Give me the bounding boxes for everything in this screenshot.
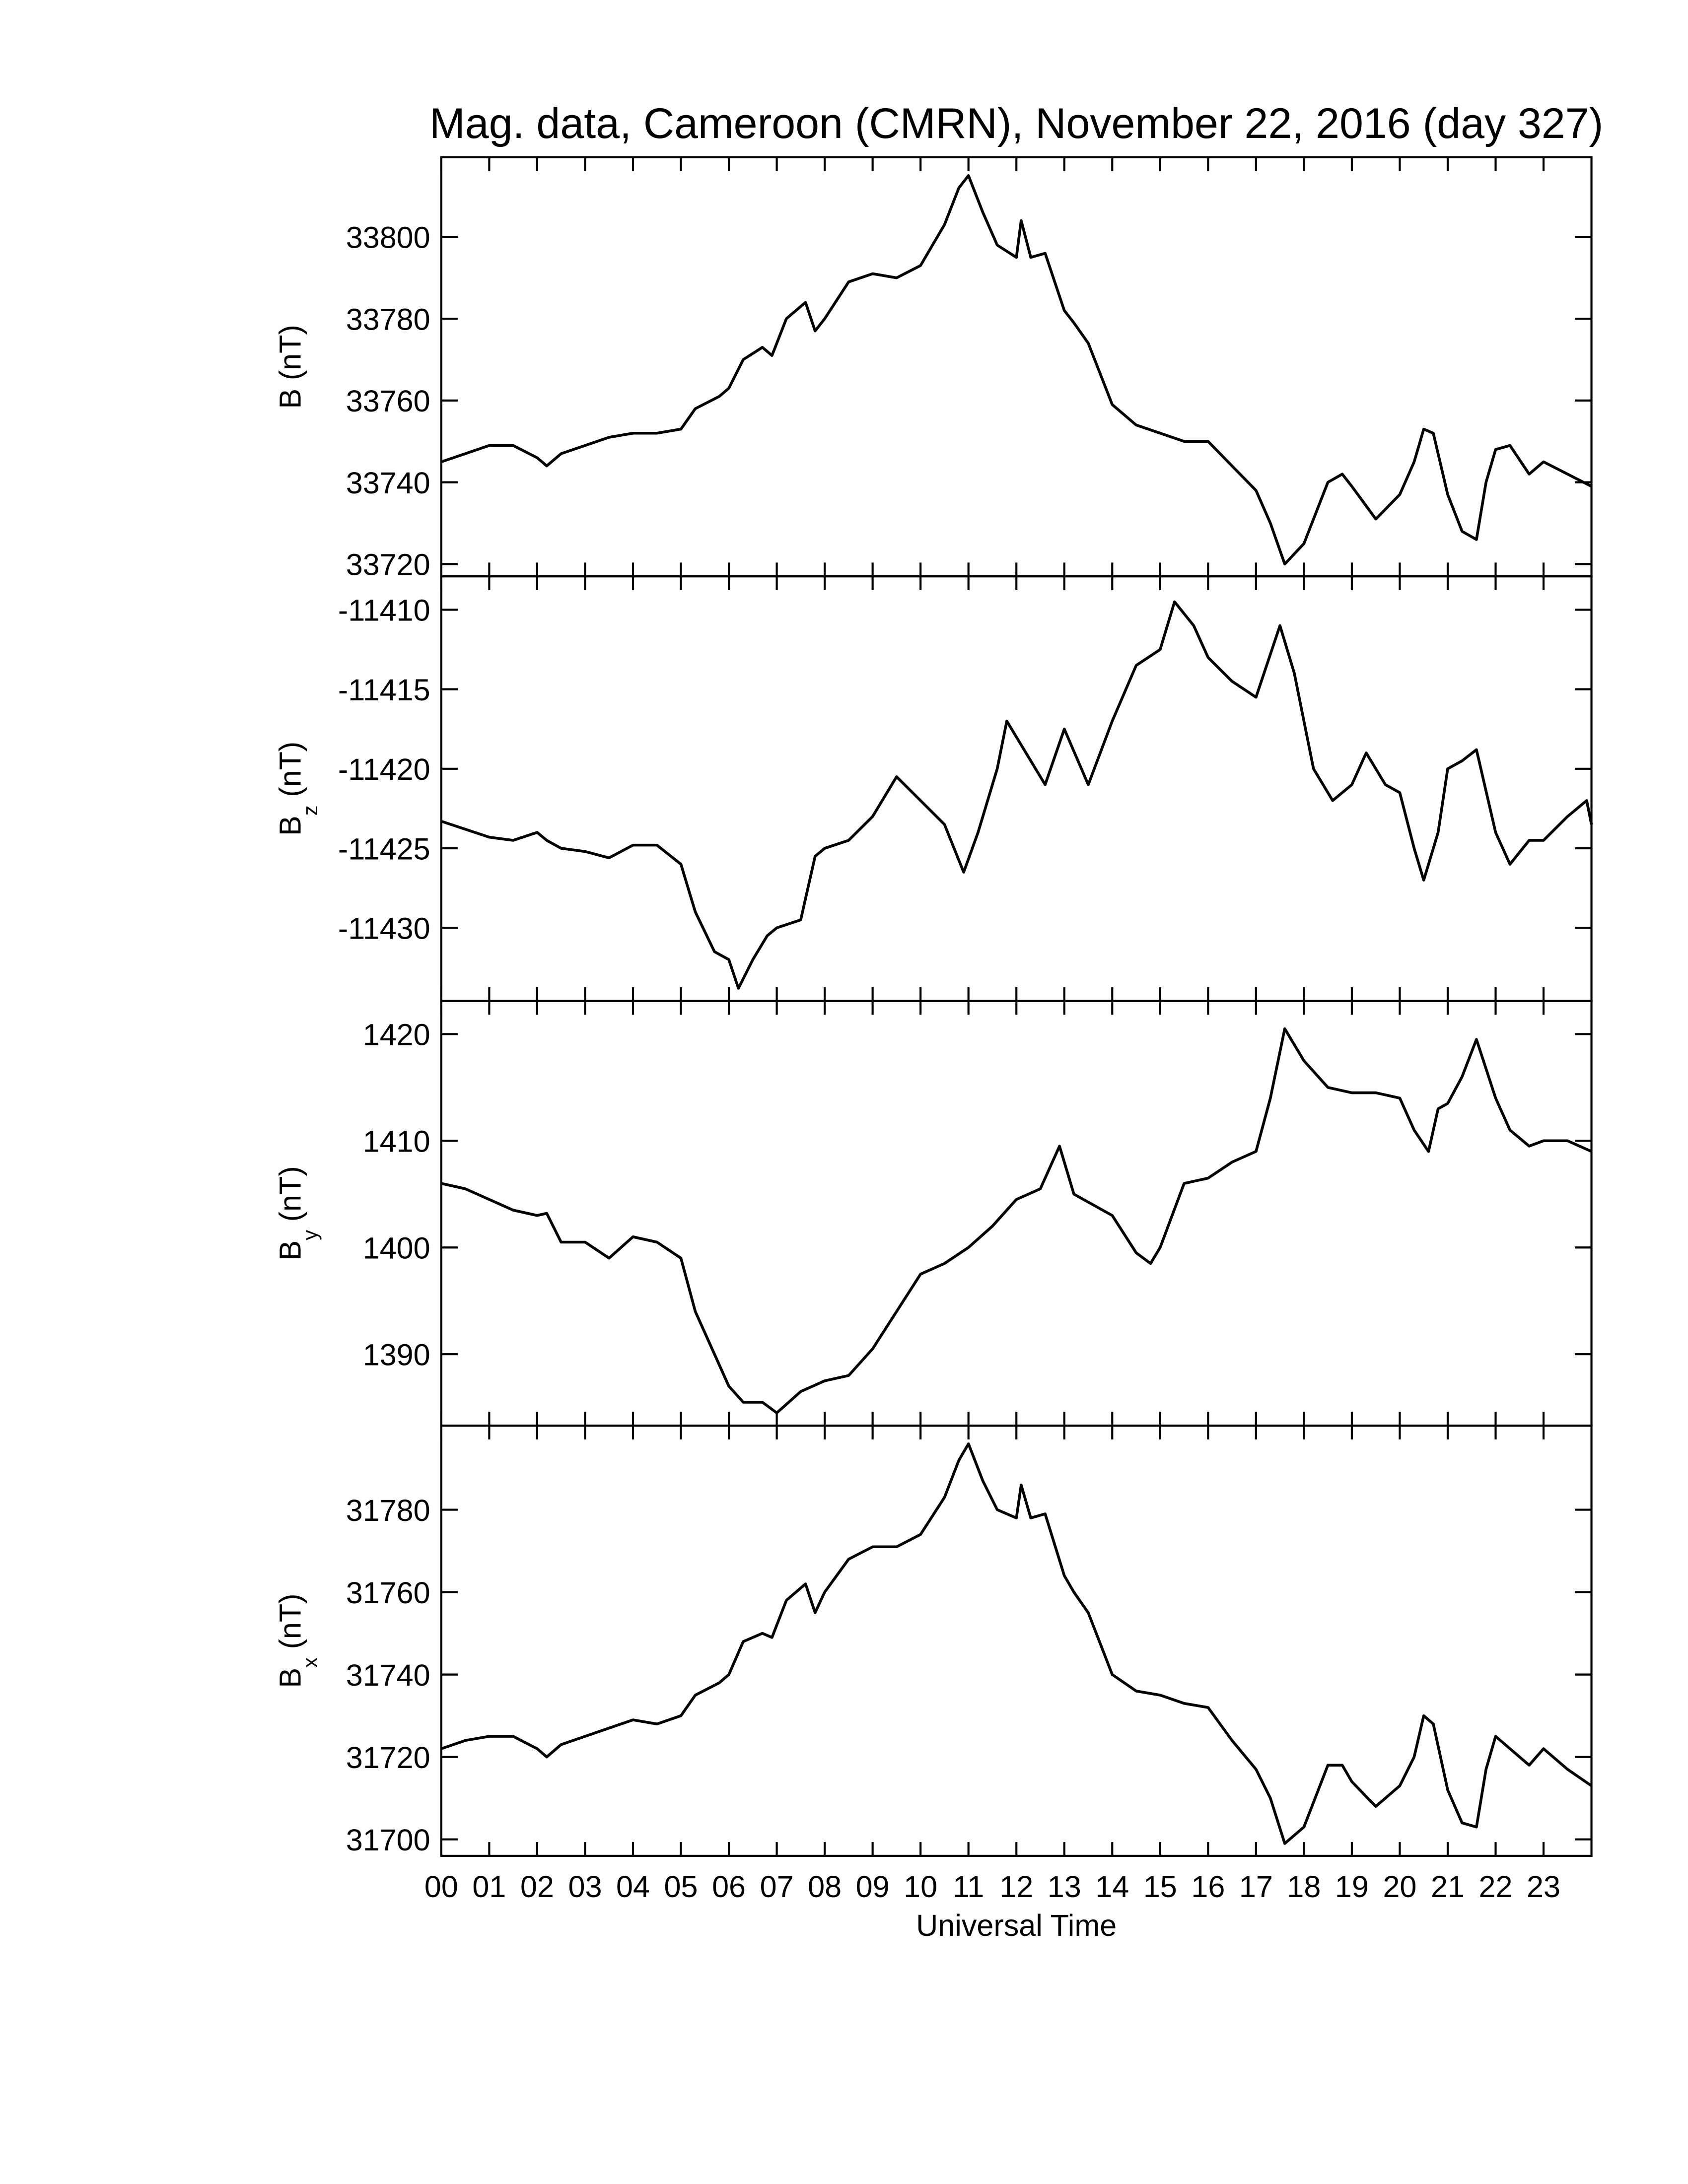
x-tick-label: 11 bbox=[953, 1870, 984, 1904]
y-tick-label: 33720 bbox=[346, 548, 430, 582]
y-tick-label: 31700 bbox=[346, 1823, 430, 1857]
y-label-subscript: x bbox=[298, 1657, 322, 1668]
y-tick-label: -11410 bbox=[338, 594, 430, 627]
y-label-unit: (nT) bbox=[274, 1593, 307, 1649]
x-tick-label: 15 bbox=[1143, 1870, 1177, 1904]
y-tick-label: 1400 bbox=[363, 1231, 430, 1265]
data-line bbox=[441, 1027, 1592, 1415]
y-tick-label: 1410 bbox=[363, 1124, 430, 1158]
y-tick-label: 33760 bbox=[346, 384, 430, 418]
x-tick-label: 04 bbox=[616, 1870, 650, 1904]
y-label-symbol: B bbox=[274, 1668, 307, 1688]
y-axis-label: B (nT) bbox=[274, 325, 307, 409]
x-tick-label: 22 bbox=[1479, 1870, 1513, 1904]
x-tick-label: 13 bbox=[1048, 1870, 1081, 1904]
y-label-unit: (nT) bbox=[274, 742, 307, 797]
x-tick-label: 19 bbox=[1335, 1870, 1369, 1904]
y-tick-label: 33740 bbox=[346, 466, 430, 500]
y-label-symbol: B bbox=[274, 1240, 307, 1261]
y-tick-label: 33800 bbox=[346, 221, 430, 255]
data-line bbox=[440, 174, 1592, 566]
x-tick-label: 23 bbox=[1527, 1870, 1560, 1904]
x-tick-label: 21 bbox=[1431, 1870, 1465, 1904]
x-tick-label: 06 bbox=[712, 1870, 746, 1904]
x-tick-label: 02 bbox=[520, 1870, 554, 1904]
y-tick-label: 31760 bbox=[346, 1576, 430, 1610]
y-tick-label: 1420 bbox=[363, 1018, 430, 1052]
y-tick-label: -11430 bbox=[338, 911, 430, 945]
y-tick-label: 31780 bbox=[346, 1494, 430, 1527]
x-axis-label: Universal Time bbox=[916, 1909, 1117, 1942]
x-tick-label: 17 bbox=[1239, 1870, 1273, 1904]
x-tick-label: 03 bbox=[568, 1870, 602, 1904]
x-tick-label: 07 bbox=[760, 1870, 794, 1904]
y-tick-label: -11420 bbox=[338, 752, 430, 786]
x-tick-label: 05 bbox=[664, 1870, 698, 1904]
y-axis-label: By (nT) bbox=[274, 1166, 322, 1260]
y-label-unit: (nT) bbox=[274, 325, 307, 380]
data-line bbox=[440, 1442, 1593, 1845]
x-tick-label: 08 bbox=[808, 1870, 842, 1904]
y-tick-label: -11425 bbox=[338, 832, 430, 866]
y-label-symbol: B bbox=[274, 816, 307, 836]
x-tick-label: 20 bbox=[1383, 1870, 1416, 1904]
x-tick-label: 12 bbox=[999, 1870, 1033, 1904]
y-tick-label: 33780 bbox=[346, 302, 430, 336]
x-tick-label: 18 bbox=[1287, 1870, 1321, 1904]
y-label-symbol: B bbox=[274, 389, 307, 409]
y-label-unit: (nT) bbox=[274, 1166, 307, 1222]
x-tick-label: 16 bbox=[1191, 1870, 1225, 1904]
x-tick-label: 01 bbox=[472, 1870, 506, 1904]
x-tick-label: 00 bbox=[424, 1870, 458, 1904]
x-tick-label: 10 bbox=[904, 1870, 937, 1904]
y-tick-label: 1390 bbox=[363, 1338, 430, 1371]
y-tick-label: -11415 bbox=[338, 673, 430, 707]
y-tick-label: 31720 bbox=[346, 1741, 430, 1774]
chart-title: Mag. data, Cameroon (CMRN), November 22,… bbox=[429, 100, 1603, 147]
y-label-subscript: z bbox=[298, 805, 322, 816]
x-tick-label: 09 bbox=[856, 1870, 890, 1904]
y-axis-label: Bx (nT) bbox=[274, 1593, 322, 1688]
data-line bbox=[441, 600, 1593, 990]
x-tick-label: 14 bbox=[1095, 1870, 1129, 1904]
y-label-subscript: y bbox=[298, 1230, 322, 1240]
y-axis-label: Bz (nT) bbox=[274, 742, 322, 836]
y-tick-label: 31740 bbox=[346, 1658, 430, 1692]
